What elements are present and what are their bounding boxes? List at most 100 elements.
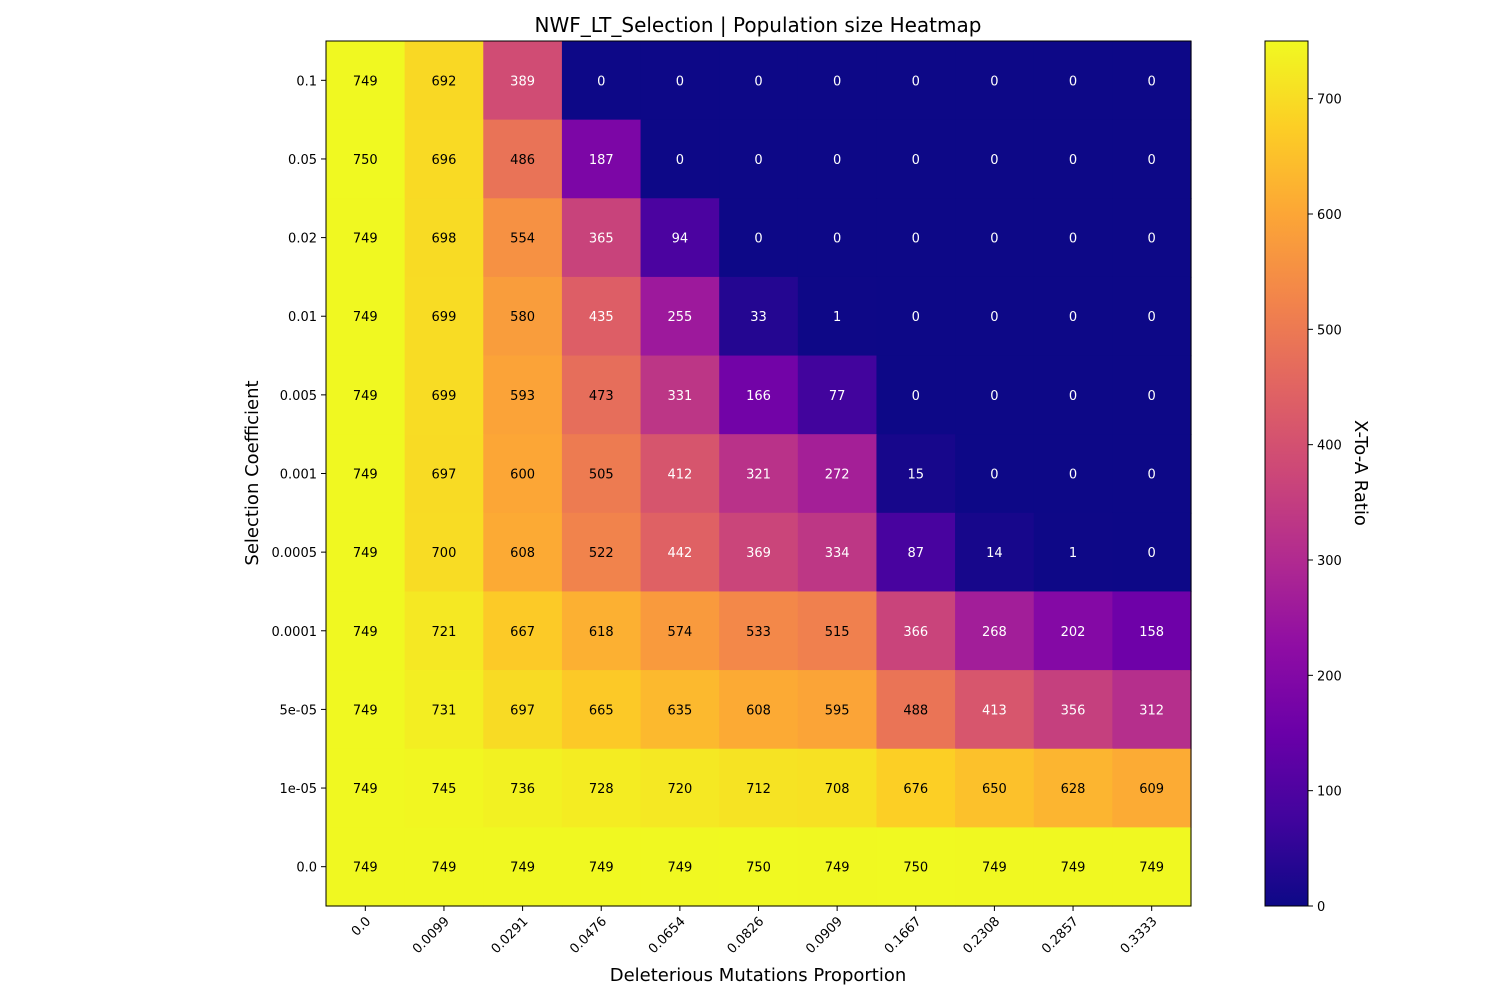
heatmap-cell <box>797 41 878 121</box>
heatmap-cell <box>797 670 878 750</box>
heatmap-cell <box>797 355 878 435</box>
heatmap-cell-label: 0 <box>1069 232 1077 247</box>
heatmap-cell <box>719 198 799 278</box>
chart-title: NWF_LT_Selection | Population size Heatm… <box>535 13 982 37</box>
heatmap-cell-label: 0 <box>1148 389 1156 404</box>
heatmap-cell-label: 750 <box>903 861 928 876</box>
heatmap-cell-label: 676 <box>903 782 928 797</box>
heatmap-cell <box>561 591 642 671</box>
heatmap-cell-label: 574 <box>667 625 692 640</box>
heatmap-cell-label: 595 <box>825 703 850 718</box>
heatmap-cell <box>876 512 956 593</box>
y-tick-label: 0.02 <box>288 232 317 247</box>
heatmap-cell-label: 692 <box>432 74 457 89</box>
heatmap-cell <box>640 41 720 121</box>
heatmap-cell-label: 442 <box>667 546 692 561</box>
heatmap-cell-label: 749 <box>589 861 614 876</box>
heatmap-cell-label: 366 <box>903 625 928 640</box>
heatmap-cell <box>640 827 720 907</box>
heatmap-cell <box>483 276 563 357</box>
heatmap-cell <box>797 119 878 199</box>
heatmap-cell-label: 608 <box>746 703 771 718</box>
heatmap-cell <box>1112 41 1192 121</box>
x-tick-label: 0.0291 <box>489 914 532 957</box>
heatmap-cell <box>876 748 956 828</box>
heatmap-cell <box>1112 276 1192 357</box>
heatmap-cell-label: 749 <box>667 861 692 876</box>
heatmap-cell-label: 365 <box>589 232 614 247</box>
heatmap-cell <box>876 827 956 907</box>
heatmap-cell <box>483 198 563 278</box>
heatmap-cell <box>640 512 720 593</box>
y-tick-label: 5e-05 <box>279 703 317 718</box>
heatmap-cell-label: 749 <box>353 74 378 89</box>
heatmap-cell <box>1033 276 1113 357</box>
x-tick-label: 0.0 <box>349 914 374 939</box>
heatmap-cell <box>955 670 1035 750</box>
heatmap-cell-label: 0 <box>676 153 684 168</box>
heatmap-cell <box>640 276 720 357</box>
heatmap-cell-label: 736 <box>510 782 535 797</box>
heatmap-cell-label: 697 <box>432 468 457 483</box>
heatmap-cell-label: 389 <box>510 74 535 89</box>
colorbar-tick-label: 500 <box>1317 323 1342 338</box>
heatmap-cell <box>326 355 406 435</box>
heatmap-cell-label: 0 <box>990 232 998 247</box>
heatmap-cell <box>955 276 1035 357</box>
heatmap-cell <box>797 198 878 278</box>
heatmap-cell-label: 650 <box>982 782 1007 797</box>
heatmap-cell-label: 699 <box>432 310 457 325</box>
heatmap-cell <box>1033 434 1113 514</box>
heatmap-cell <box>483 119 563 199</box>
heatmap-cell-label: 699 <box>432 389 457 404</box>
heatmap-cell-label: 15 <box>907 468 924 483</box>
heatmap-cell-label: 0 <box>1148 468 1156 483</box>
heatmap-cell-label: 0 <box>990 310 998 325</box>
heatmap-cell <box>1112 119 1192 199</box>
heatmap-cell <box>483 748 563 828</box>
heatmap-cell-label: 749 <box>1139 861 1164 876</box>
x-axis-ticks: 0.0 0.0099 0.0291 0.0476 0.0654 0.0826 0.0909 0… <box>349 906 1161 957</box>
heatmap-cell-label: 202 <box>1061 625 1086 640</box>
heatmap-cell-label: 0 <box>833 153 841 168</box>
heatmap-cell <box>876 198 956 278</box>
heatmap-cell <box>719 827 799 907</box>
heatmap-cell-label: 87 <box>907 546 924 561</box>
y-tick-label: 0.01 <box>288 310 317 325</box>
heatmap-cell <box>326 198 406 278</box>
heatmap-cell <box>404 41 484 121</box>
heatmap-cell-label: 749 <box>510 861 535 876</box>
heatmap-cell-label: 0 <box>1148 153 1156 168</box>
heatmap-cell <box>404 355 484 435</box>
heatmap-cell <box>404 748 484 828</box>
heatmap-cell <box>483 512 563 593</box>
heatmap-cell-label: 618 <box>589 625 614 640</box>
heatmap-cell-label: 272 <box>825 468 850 483</box>
heatmap-cell <box>326 827 406 907</box>
heatmap-cell-label: 1 <box>1069 546 1077 561</box>
heatmap-cell-label: 369 <box>746 546 771 561</box>
heatmap-cell-label: 0 <box>833 74 841 89</box>
heatmap-cell-label: 0 <box>1069 74 1077 89</box>
heatmap-cell <box>404 198 484 278</box>
heatmap-cell-label: 628 <box>1061 782 1086 797</box>
heatmap-cell-label: 720 <box>667 782 692 797</box>
heatmap-cell <box>876 119 956 199</box>
heatmap-cell <box>404 670 484 750</box>
heatmap-cell-label: 158 <box>1139 625 1164 640</box>
heatmap-cell <box>1112 748 1192 828</box>
y-tick-label: 0.001 <box>280 468 317 483</box>
heatmap-cell <box>1033 670 1113 750</box>
heatmap-cell-label: 0 <box>1069 468 1077 483</box>
heatmap-cell-label: 0 <box>597 74 605 89</box>
heatmap-cell <box>1033 41 1113 121</box>
heatmap-cell-label: 749 <box>353 546 378 561</box>
heatmap-cell <box>561 670 642 750</box>
heatmap-cell <box>719 591 799 671</box>
heatmap-cell <box>1033 198 1113 278</box>
heatmap-cell <box>876 434 956 514</box>
heatmap-cell <box>326 748 406 828</box>
heatmap-cell <box>955 41 1035 121</box>
heatmap-cell-label: 515 <box>825 625 850 640</box>
